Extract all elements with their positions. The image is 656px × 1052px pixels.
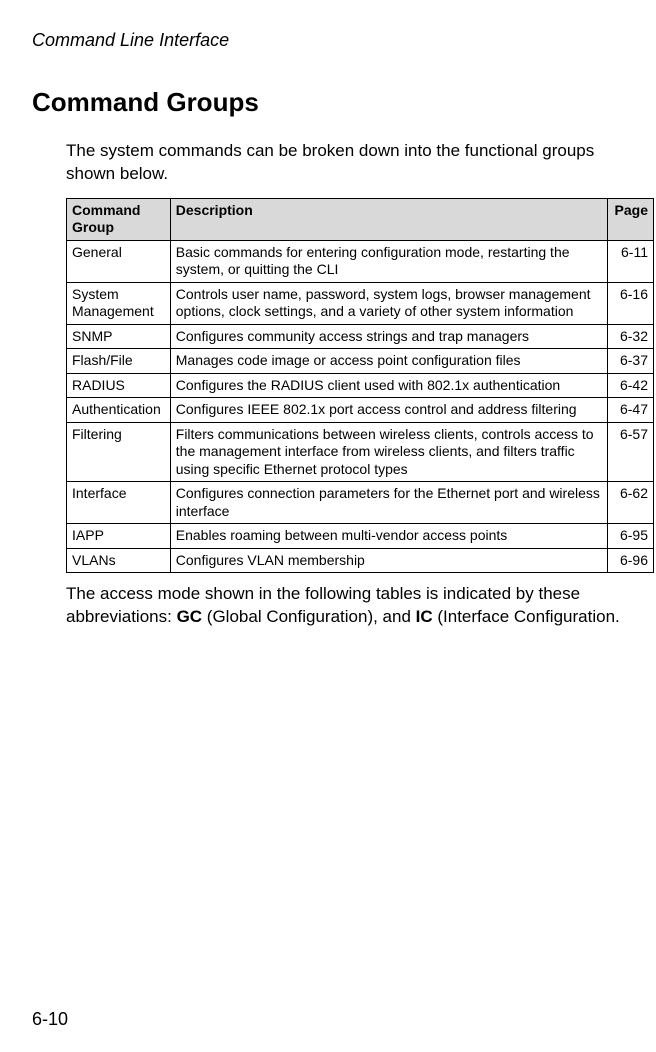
- page-number: 6-10: [32, 1009, 68, 1030]
- outro-gc-bold: GC: [177, 607, 203, 626]
- cell-desc: Configures the RADIUS client used with 8…: [170, 373, 607, 398]
- table-row: VLANs Configures VLAN membership 6-96: [67, 548, 654, 573]
- intro-paragraph: The system commands can be broken down i…: [66, 140, 624, 186]
- page: Command Line Interface Command Groups Th…: [0, 0, 656, 1052]
- outro-gc: (Global Configuration), and: [202, 607, 416, 626]
- cell-group: VLANs: [67, 548, 171, 573]
- cell-group: SNMP: [67, 324, 171, 349]
- cell-group: Filtering: [67, 422, 171, 482]
- table-row: Flash/File Manages code image or access …: [67, 349, 654, 374]
- section-title: Command Groups: [32, 87, 624, 118]
- table-row: Authentication Configures IEEE 802.1x po…: [67, 398, 654, 423]
- cell-group: RADIUS: [67, 373, 171, 398]
- cell-desc: Configures community access strings and …: [170, 324, 607, 349]
- cell-group: IAPP: [67, 524, 171, 549]
- cell-page: 6-37: [608, 349, 654, 374]
- running-header: Command Line Interface: [32, 30, 624, 51]
- table-row: IAPP Enables roaming between multi-vendo…: [67, 524, 654, 549]
- cell-page: 6-16: [608, 282, 654, 324]
- table-row: System Management Controls user name, pa…: [67, 282, 654, 324]
- cell-page: 6-95: [608, 524, 654, 549]
- th-desc: Description: [170, 198, 607, 240]
- cell-page: 6-47: [608, 398, 654, 423]
- table-header-row: Command Group Description Page: [67, 198, 654, 240]
- cell-page: 6-62: [608, 482, 654, 524]
- cell-group: Authentication: [67, 398, 171, 423]
- cell-group: Interface: [67, 482, 171, 524]
- cell-page: 6-32: [608, 324, 654, 349]
- cell-desc: Configures connection parameters for the…: [170, 482, 607, 524]
- th-group: Command Group: [67, 198, 171, 240]
- th-page: Page: [608, 198, 654, 240]
- cell-page: 6-96: [608, 548, 654, 573]
- table-row: RADIUS Configures the RADIUS client used…: [67, 373, 654, 398]
- cell-page: 6-57: [608, 422, 654, 482]
- cell-desc: Filters communications between wireless …: [170, 422, 607, 482]
- table-row: Filtering Filters communications between…: [67, 422, 654, 482]
- cell-desc: Configures VLAN membership: [170, 548, 607, 573]
- cell-desc: Manages code image or access point confi…: [170, 349, 607, 374]
- table-row: SNMP Configures community access strings…: [67, 324, 654, 349]
- cell-group: General: [67, 240, 171, 282]
- outro-ic-bold: IC: [416, 607, 433, 626]
- cell-desc: Controls user name, password, system log…: [170, 282, 607, 324]
- cell-page: 6-11: [608, 240, 654, 282]
- cell-group: System Management: [67, 282, 171, 324]
- outro-paragraph: The access mode shown in the following t…: [66, 583, 624, 629]
- table-row: Interface Configures connection paramete…: [67, 482, 654, 524]
- table-row: General Basic commands for entering conf…: [67, 240, 654, 282]
- cell-desc: Enables roaming between multi-vendor acc…: [170, 524, 607, 549]
- cell-desc: Basic commands for entering configuratio…: [170, 240, 607, 282]
- command-groups-table: Command Group Description Page General B…: [66, 198, 654, 574]
- cell-desc: Configures IEEE 802.1x port access contr…: [170, 398, 607, 423]
- cell-group: Flash/File: [67, 349, 171, 374]
- outro-ic: (Interface Configuration.: [433, 607, 620, 626]
- cell-page: 6-42: [608, 373, 654, 398]
